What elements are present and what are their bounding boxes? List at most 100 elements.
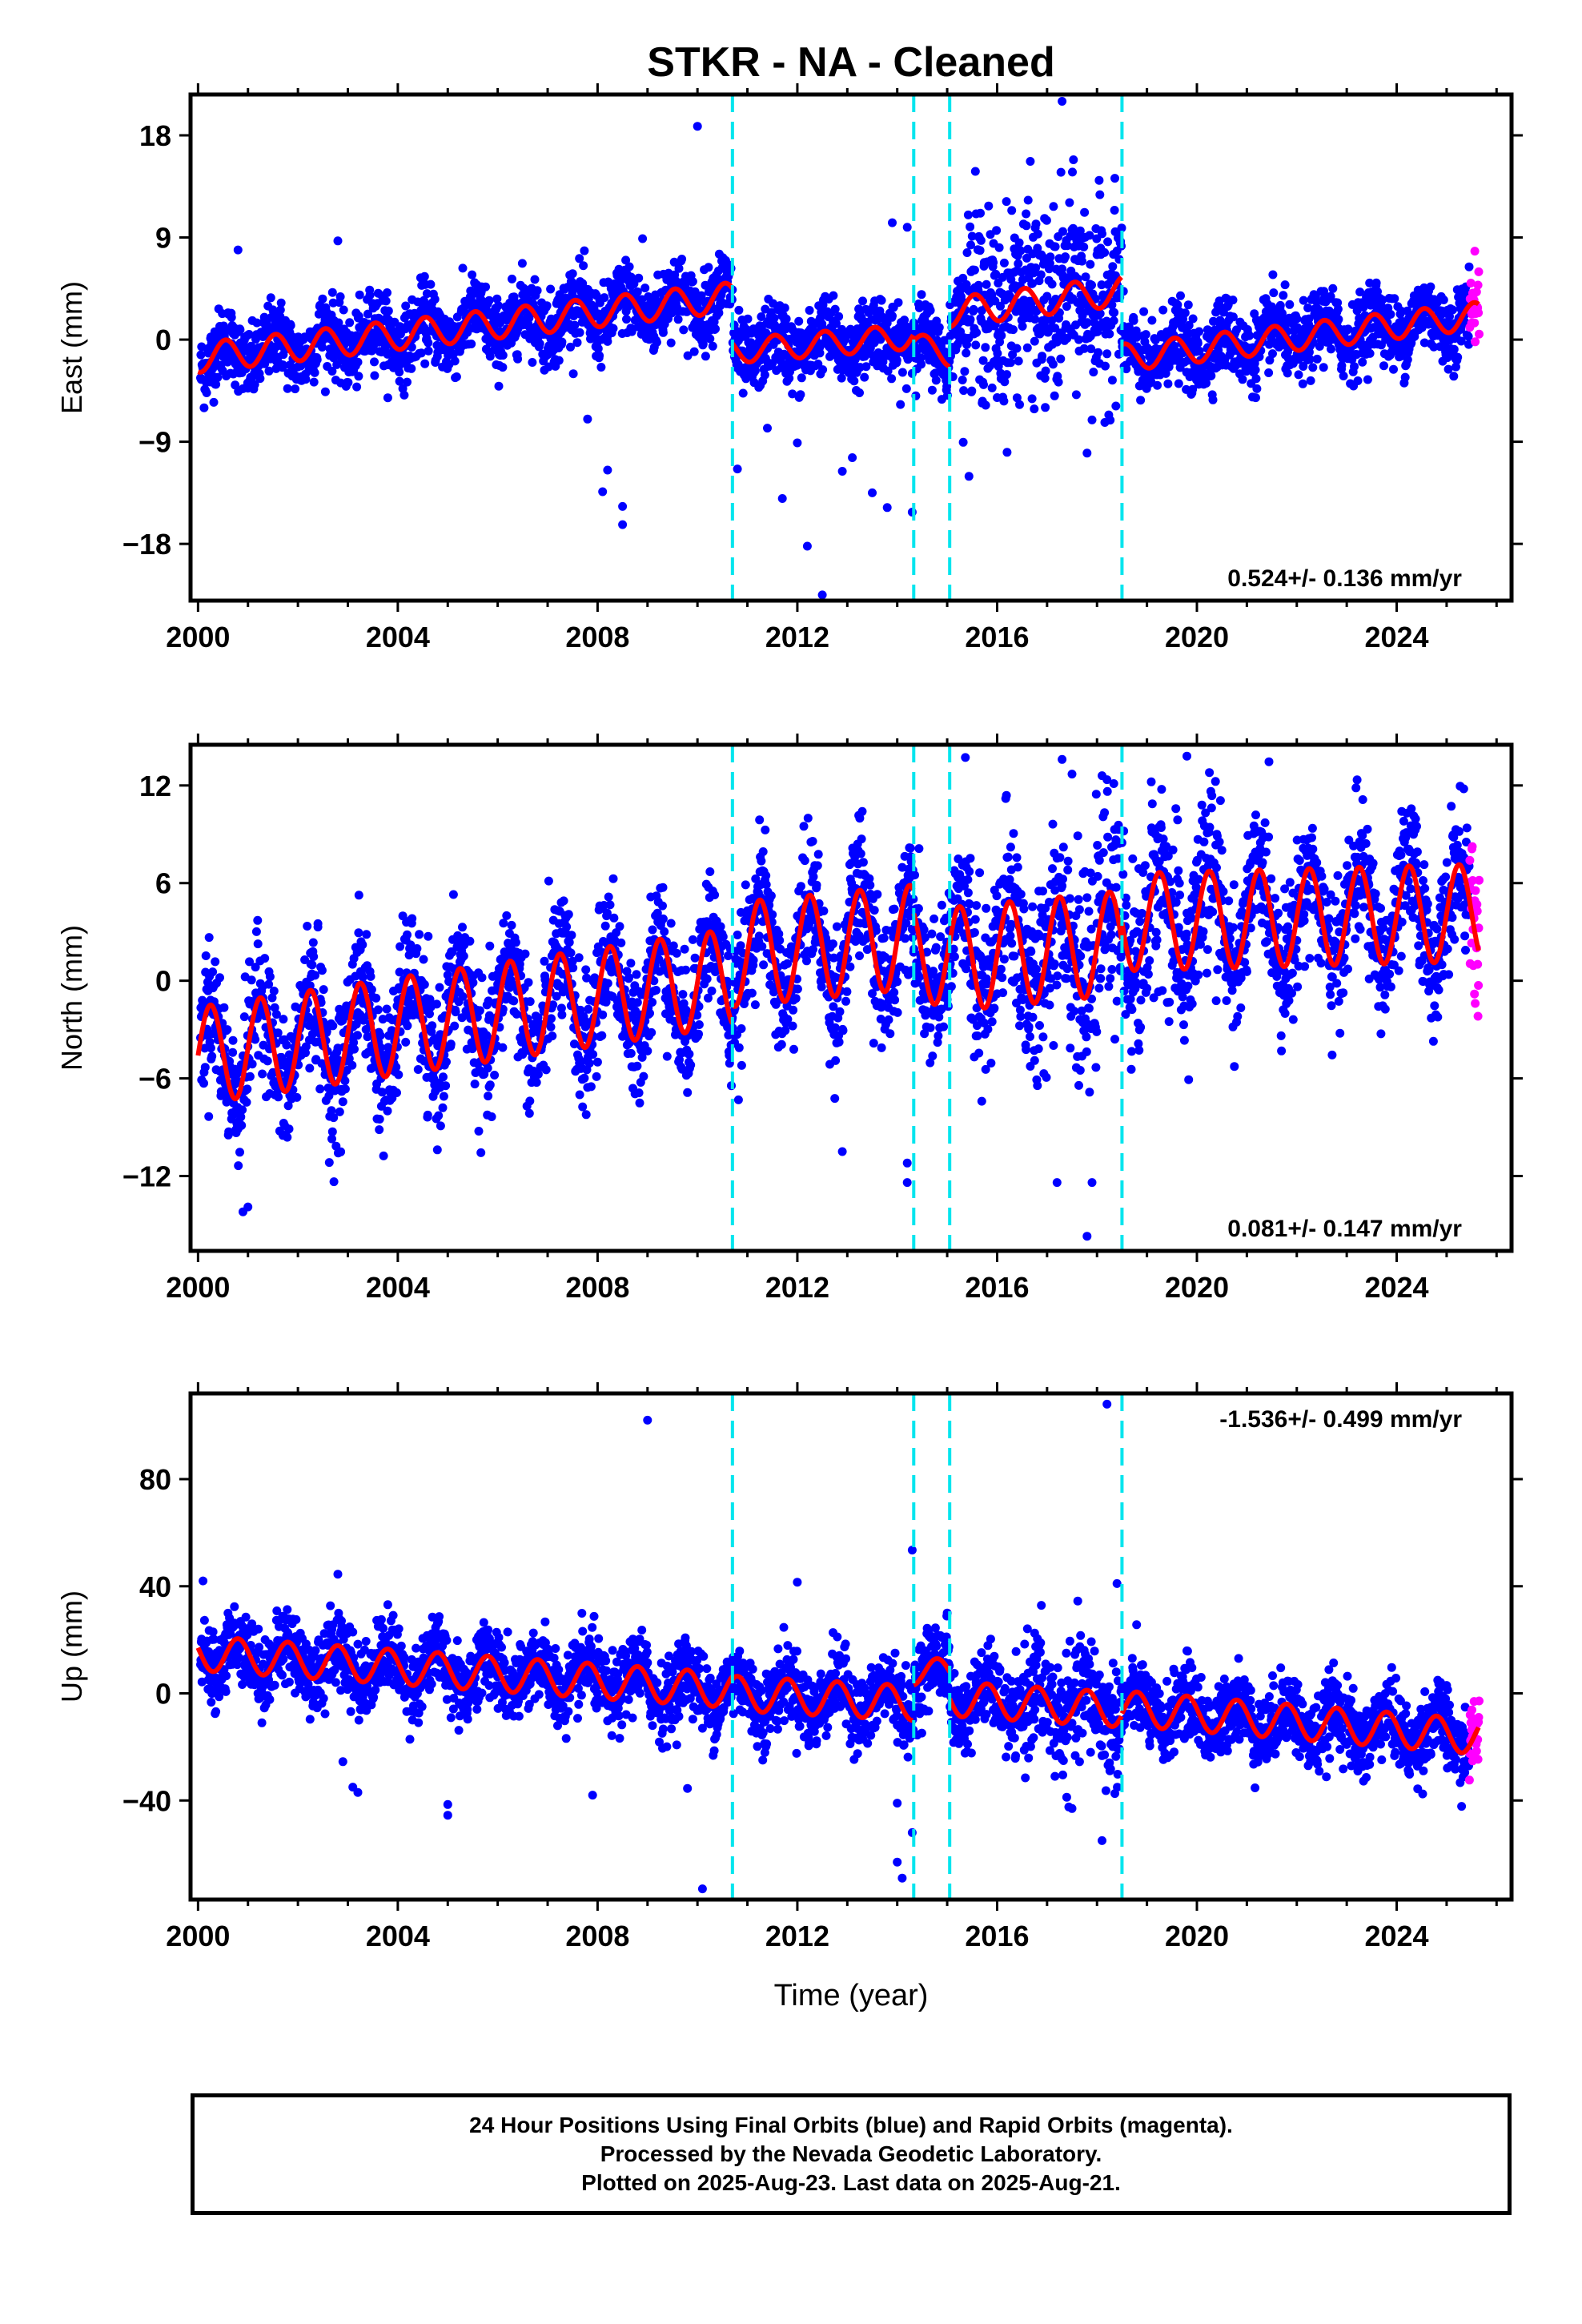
final-orbit-point [643, 1046, 652, 1055]
final-orbit-point [916, 353, 926, 363]
final-orbit-point [1022, 343, 1032, 352]
final-orbit-point [1365, 348, 1375, 358]
final-orbit-point [982, 279, 991, 289]
final-orbit-point [966, 222, 975, 231]
outlier-point [793, 438, 802, 448]
final-orbit-point [1006, 358, 1015, 368]
final-orbit-point [901, 384, 911, 393]
final-orbit-point [989, 258, 998, 267]
final-orbit-point [206, 1043, 215, 1053]
final-orbit-point [805, 306, 814, 315]
final-orbit-point [1429, 342, 1439, 352]
final-orbit-point [349, 1038, 359, 1047]
final-orbit-point [971, 340, 981, 350]
outlier-point [733, 464, 742, 474]
final-orbit-point [369, 1063, 379, 1072]
final-orbit-point [383, 306, 393, 316]
rapid-orbit-point [1474, 267, 1484, 276]
final-orbit-point [276, 298, 286, 308]
final-orbit-point [1403, 355, 1412, 364]
final-orbit-point [371, 993, 381, 1003]
final-orbit-point [1103, 237, 1113, 247]
final-orbit-point [269, 987, 279, 995]
final-orbit-point [251, 963, 260, 972]
plot-area [195, 751, 1484, 1241]
final-orbit-point [1355, 287, 1365, 297]
final-orbit-point [483, 1063, 492, 1073]
final-orbit-point [1452, 362, 1460, 372]
final-orbit-point [1080, 207, 1090, 217]
final-orbit-point [877, 296, 886, 305]
final-orbit-point [426, 279, 436, 289]
final-orbit-point [283, 384, 292, 393]
y-tick-label: 18 [139, 119, 171, 152]
final-orbit-point [559, 896, 568, 906]
final-orbit-point [627, 327, 636, 336]
final-orbit-point [528, 358, 537, 367]
final-orbit-point [208, 967, 218, 977]
final-orbit-point [1389, 364, 1398, 374]
final-orbit-point [292, 1092, 302, 1102]
final-orbit-point [604, 892, 613, 902]
final-orbit-point [381, 296, 391, 306]
final-orbit-point [927, 385, 937, 395]
final-orbit-point [1188, 384, 1198, 394]
final-orbit-point [1071, 390, 1081, 400]
final-orbit-point [624, 262, 634, 271]
final-orbit-point [327, 1134, 336, 1144]
final-orbit-point [579, 261, 588, 271]
outlier-point [848, 453, 857, 462]
final-orbit-point [616, 938, 626, 947]
final-orbit-point [1110, 174, 1119, 183]
final-orbit-point [760, 370, 769, 380]
final-orbit-point [422, 289, 432, 299]
final-orbit-point [962, 348, 971, 358]
final-orbit-point [245, 957, 254, 967]
final-orbit-point [1040, 373, 1050, 383]
outlier-point [603, 465, 612, 475]
final-orbit-point [1079, 242, 1089, 251]
final-orbit-point [698, 340, 708, 349]
final-orbit-point [568, 369, 578, 379]
final-orbit-point [365, 291, 375, 300]
final-orbit-point [1211, 308, 1221, 317]
final-orbit-point [324, 1091, 334, 1100]
final-orbit-point [329, 1177, 339, 1187]
final-orbit-point [1279, 291, 1288, 300]
y-tick-label: 9 [155, 222, 171, 255]
final-orbit-point [420, 359, 430, 368]
outlier-point [233, 245, 243, 255]
final-orbit-point [1022, 221, 1031, 231]
final-orbit-point [327, 367, 337, 376]
final-orbit-point [581, 965, 591, 975]
final-orbit-point [215, 973, 224, 983]
final-orbit-point [450, 356, 460, 366]
final-orbit-point [564, 938, 574, 947]
final-orbit-point [403, 377, 412, 387]
final-orbit-point [398, 384, 408, 393]
final-orbit-point [1058, 227, 1067, 236]
final-orbit-point [200, 1063, 210, 1072]
final-orbit-point [498, 1043, 508, 1052]
final-orbit-point [1056, 354, 1066, 364]
final-orbit-point [557, 1010, 567, 1019]
final-orbit-point [615, 922, 624, 931]
final-orbit-point [512, 1009, 521, 1019]
final-orbit-point [1058, 264, 1067, 274]
final-orbit-point [588, 1050, 598, 1059]
final-orbit-point [1082, 318, 1092, 328]
outlier-point [902, 223, 912, 232]
final-orbit-point [413, 1065, 423, 1074]
final-orbit-point [574, 953, 584, 963]
final-orbit-point [1328, 283, 1338, 293]
final-orbit-point [318, 294, 327, 304]
final-orbit-point [204, 933, 214, 943]
final-orbit-point [1035, 329, 1045, 339]
final-orbit-point [544, 876, 553, 886]
final-orbit-point [639, 1072, 648, 1081]
final-orbit-point [1086, 259, 1095, 269]
final-orbit-point [981, 400, 990, 410]
final-orbit-point [1009, 325, 1018, 335]
final-orbit-point [327, 1106, 336, 1116]
final-orbit-point [1078, 256, 1086, 266]
